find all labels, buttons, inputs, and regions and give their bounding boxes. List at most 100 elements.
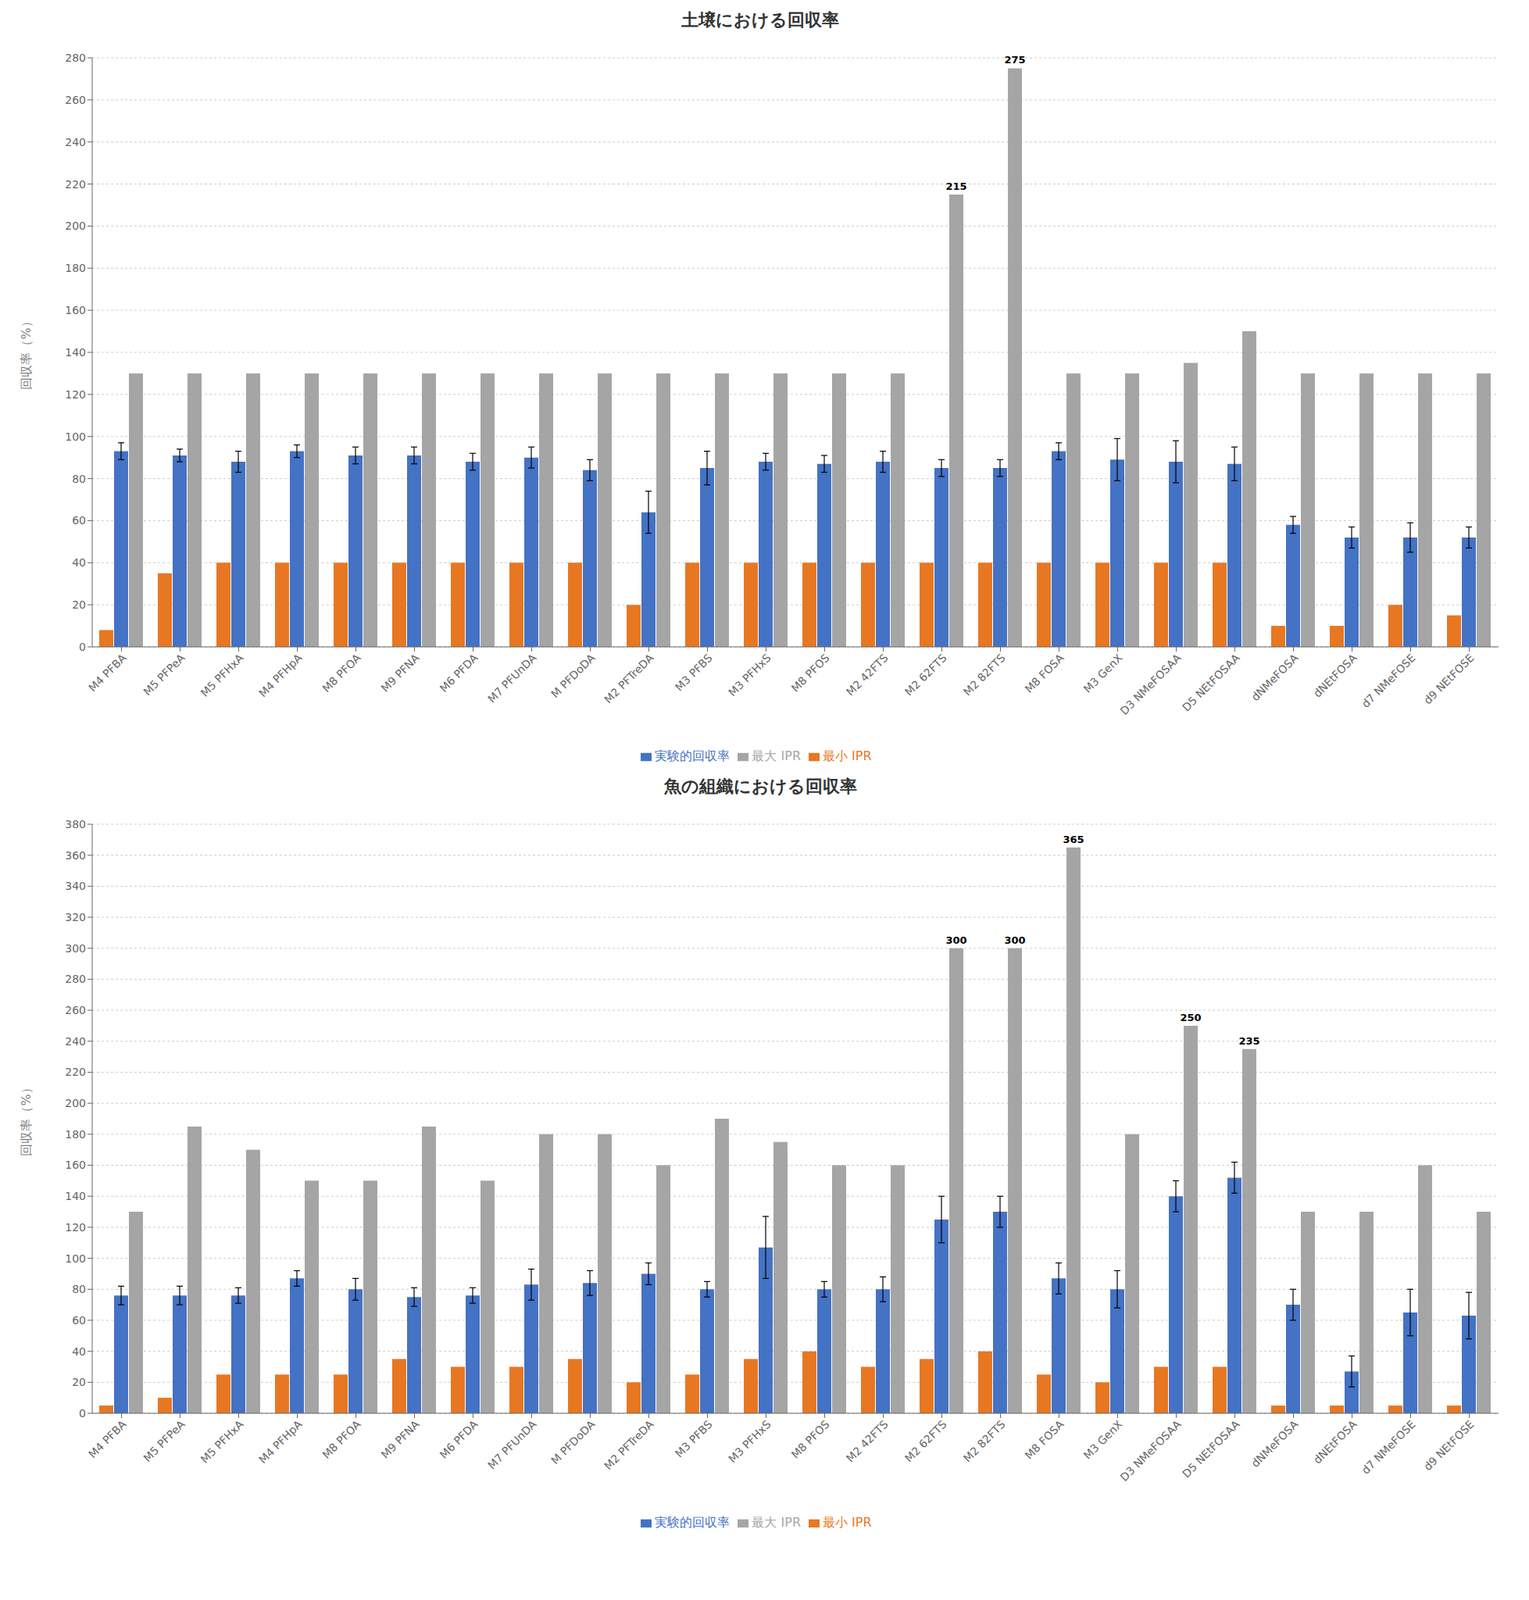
svg-text:M2 42FTS: M2 42FTS [843,1418,891,1465]
svg-text:M9 PFNA: M9 PFNA [378,651,422,695]
svg-text:180: 180 [64,261,86,275]
html-text:最小 IPR: 最小 IPR [822,748,872,764]
svg-text:80: 80 [71,1282,86,1296]
svg-text:M2 42FTS: M2 42FTS [843,651,891,699]
svg-text:140: 140 [64,346,86,359]
html-text:魚の組織における回収率: 魚の組織における回収率 [663,776,857,797]
svg-text:d9 NEtFOSE: d9 NEtFOSE [1421,651,1477,708]
svg-text:M4 PFHpA: M4 PFHpA [256,651,305,701]
svg-text:160: 160 [64,303,86,317]
svg-text:275: 275 [1003,53,1026,66]
svg-text:240: 240 [64,1035,86,1048]
svg-text:M4 PFBA: M4 PFBA [85,651,129,695]
svg-text:40: 40 [71,1345,86,1358]
svg-text:340: 340 [64,879,86,893]
svg-text:M4 PFBA: M4 PFBA [85,1418,129,1462]
svg-text:360: 360 [64,849,86,862]
svg-text:M8 PFOS: M8 PFOS [789,1418,833,1462]
svg-text:d9 NEtFOSE: d9 NEtFOSE [1421,1418,1477,1474]
svg-text:200: 200 [64,219,86,233]
svg-text:M PFDoDA: M PFDoDA [548,651,598,701]
svg-text:M8 PFOA: M8 PFOA [319,1418,364,1462]
svg-text:120: 120 [64,388,86,401]
svg-text:M3 GenX: M3 GenX [1081,651,1126,696]
svg-text:M4 PFHpA: M4 PFHpA [256,1418,305,1467]
svg-text:M7 PFUnDA: M7 PFUnDA [485,1418,540,1472]
svg-text:M8 PFOA: M8 PFOA [319,651,364,696]
svg-text:dNMeFOSA: dNMeFOSA [1248,651,1301,704]
svg-text:M5 PFPeA: M5 PFPeA [140,651,188,699]
svg-text:M3 PFHxS: M3 PFHxS [725,651,774,700]
html-text:実験的回収率: 実験的回収率 [655,748,731,764]
html-text:土壌における回収率: 土壌における回収率 [681,10,840,30]
svg-text:0: 0 [78,640,86,654]
svg-text:60: 60 [71,1314,86,1327]
svg-text:M3 PFHxS: M3 PFHxS [725,1418,774,1466]
svg-text:M3 GenX: M3 GenX [1081,1418,1126,1462]
svg-text:300: 300 [945,934,967,947]
svg-text:M8 PFOS: M8 PFOS [789,651,833,695]
svg-text:240: 240 [64,135,86,149]
svg-text:M2 62FTS: M2 62FTS [902,1418,950,1465]
svg-text:M8 FOSA: M8 FOSA [1022,1418,1067,1462]
svg-text:300: 300 [64,942,86,955]
svg-text:M2 PFTreDA: M2 PFTreDA [601,651,657,707]
svg-text:d7 NMeFOSE: d7 NMeFOSE [1359,651,1419,711]
svg-text:280: 280 [64,972,86,986]
svg-text:120: 120 [64,1221,86,1234]
svg-text:M2 82FTS: M2 82FTS [960,651,1008,699]
svg-text:M9 PFNA: M9 PFNA [378,1418,422,1462]
svg-text:d7 NMeFOSE: d7 NMeFOSE [1359,1418,1419,1477]
svg-text:M2 62FTS: M2 62FTS [902,651,950,699]
svg-text:40: 40 [71,556,86,569]
svg-text:dNEtFOSA: dNEtFOSA [1311,1418,1360,1467]
svg-text:100: 100 [64,1252,86,1265]
svg-text:60: 60 [71,514,86,527]
svg-text:300: 300 [1003,934,1026,947]
svg-text:200: 200 [64,1096,86,1110]
svg-text:M5 PFHxA: M5 PFHxA [198,651,247,700]
svg-text:M5 PFHxA: M5 PFHxA [198,1418,247,1466]
html-text:最大 IPR: 最大 IPR [751,748,801,764]
html-text:最小 IPR: 最小 IPR [822,1514,872,1530]
html-text:最大 IPR: 最大 IPR [751,1514,801,1530]
svg-text:D3 NMeFOSAA: D3 NMeFOSAA [1117,651,1183,718]
svg-text:380: 380 [64,818,86,831]
html-text:実験的回収率: 実験的回収率 [655,1514,731,1530]
svg-text:M7 PFUnDA: M7 PFUnDA [485,651,540,706]
svg-text:M2 82FTS: M2 82FTS [960,1418,1008,1465]
svg-text:回収率（%）: 回収率（%） [18,1081,34,1156]
svg-text:D5 NEtFOSAA: D5 NEtFOSAA [1179,1418,1243,1481]
svg-text:20: 20 [71,1375,86,1389]
svg-text:260: 260 [64,93,86,107]
svg-text:回収率（%）: 回収率（%） [18,314,34,390]
svg-text:235: 235 [1238,1035,1260,1047]
svg-text:M6 PFDA: M6 PFDA [436,1418,480,1462]
svg-text:80: 80 [71,472,86,486]
svg-text:dNMeFOSA: dNMeFOSA [1248,1418,1301,1471]
svg-text:D5 NEtFOSAA: D5 NEtFOSAA [1179,651,1243,715]
svg-text:M PFDoDA: M PFDoDA [548,1418,598,1468]
svg-text:140: 140 [64,1189,86,1203]
svg-text:320: 320 [64,910,86,924]
svg-text:215: 215 [945,180,967,193]
svg-text:260: 260 [64,1003,86,1017]
svg-text:dNEtFOSA: dNEtFOSA [1311,651,1360,701]
svg-text:365: 365 [1062,833,1084,846]
svg-text:180: 180 [64,1128,86,1141]
svg-text:M3 PFBS: M3 PFBS [672,1418,715,1461]
svg-text:100: 100 [64,430,86,443]
svg-text:M2 PFTreDA: M2 PFTreDA [601,1418,657,1473]
svg-text:M5 PFPeA: M5 PFPeA [140,1418,188,1465]
svg-text:250: 250 [1179,1011,1201,1024]
svg-text:20: 20 [71,598,86,611]
svg-text:220: 220 [64,178,86,191]
svg-text:280: 280 [64,51,86,65]
svg-text:M6 PFDA: M6 PFDA [436,651,480,695]
svg-text:M3 PFBS: M3 PFBS [672,651,715,694]
svg-text:0: 0 [78,1407,86,1420]
svg-text:220: 220 [64,1065,86,1079]
svg-text:M8 FOSA: M8 FOSA [1022,651,1067,696]
svg-text:160: 160 [64,1158,86,1172]
svg-text:D3 NMeFOSAA: D3 NMeFOSAA [1117,1418,1183,1484]
